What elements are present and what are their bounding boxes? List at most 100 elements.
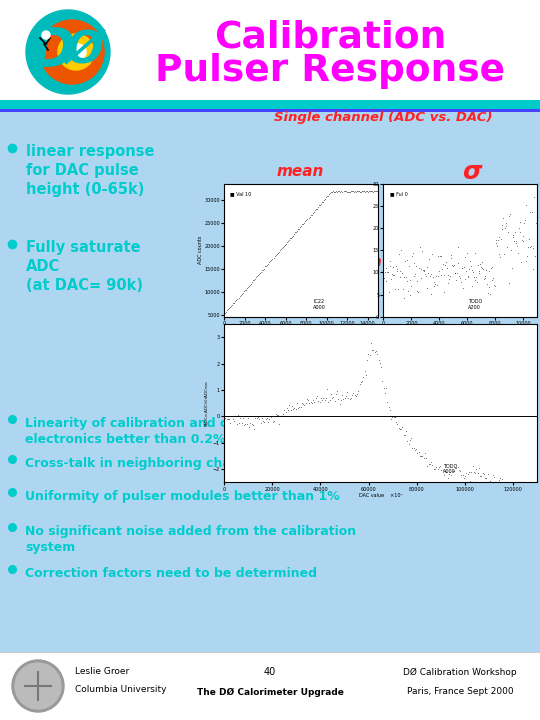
- Text: Deviation from linearity: Deviation from linearity: [307, 255, 494, 269]
- Text: 40: 40: [264, 667, 276, 677]
- Point: [294, 402, 302, 414]
- Point: [438, 464, 447, 476]
- Point: [501, 217, 510, 229]
- Point: [259, 415, 267, 427]
- Point: [242, 418, 251, 430]
- Point: [288, 400, 296, 412]
- Point: [242, 283, 251, 294]
- Point: [325, 395, 334, 406]
- Point: [503, 241, 511, 253]
- Point: [397, 244, 406, 256]
- Point: [224, 304, 233, 315]
- Point: [415, 242, 424, 253]
- Point: [453, 462, 462, 473]
- Point: [472, 464, 481, 475]
- Point: [510, 489, 518, 500]
- Point: [442, 262, 451, 274]
- Point: [433, 464, 442, 475]
- Point: [368, 344, 376, 356]
- Point: [510, 235, 518, 246]
- Point: [384, 286, 393, 297]
- Point: [379, 248, 388, 259]
- Point: [524, 233, 533, 245]
- Point: [470, 467, 478, 478]
- Point: [357, 186, 366, 197]
- Point: [269, 252, 278, 264]
- Point: [464, 467, 473, 478]
- Point: [343, 386, 352, 397]
- Point: [388, 261, 397, 273]
- Point: [364, 186, 373, 197]
- Point: [408, 247, 417, 258]
- Point: [258, 265, 267, 276]
- Point: [471, 467, 480, 479]
- Point: [241, 418, 250, 430]
- Point: [495, 231, 504, 243]
- Point: [258, 412, 266, 423]
- Point: [507, 244, 515, 256]
- Point: [393, 418, 402, 429]
- Point: [316, 392, 325, 404]
- Point: [360, 366, 369, 377]
- Point: [232, 418, 241, 429]
- Point: [435, 266, 443, 277]
- Point: [395, 423, 404, 435]
- Point: [251, 413, 260, 424]
- Point: [381, 387, 389, 399]
- Point: [247, 278, 255, 289]
- Point: [500, 482, 508, 493]
- Point: [255, 413, 264, 424]
- Circle shape: [58, 34, 94, 70]
- Point: [300, 217, 309, 228]
- Point: [264, 258, 273, 269]
- Point: [320, 395, 329, 406]
- Point: [487, 476, 496, 487]
- Point: [228, 413, 237, 425]
- Point: [481, 472, 490, 484]
- Point: [481, 271, 489, 282]
- Text: Cross-talk in neighboring channels < 1.5%: Cross-talk in neighboring channels < 1.5…: [25, 457, 322, 470]
- Point: [261, 414, 270, 426]
- Point: [417, 272, 426, 284]
- Point: [306, 210, 315, 221]
- Point: [459, 283, 468, 294]
- Point: [271, 250, 280, 261]
- Point: [239, 286, 248, 297]
- Point: [347, 185, 356, 197]
- Point: [360, 186, 368, 197]
- Point: [419, 266, 428, 277]
- Point: [296, 221, 305, 233]
- Point: [408, 251, 416, 262]
- Point: [423, 261, 432, 273]
- Point: [490, 281, 499, 292]
- Point: [432, 462, 441, 473]
- Point: [462, 265, 470, 276]
- Point: [372, 186, 381, 197]
- Point: [403, 435, 411, 446]
- Point: [395, 248, 403, 260]
- Point: [370, 186, 379, 197]
- Point: [352, 390, 360, 402]
- Point: [470, 274, 479, 285]
- Point: [395, 265, 404, 276]
- Point: [509, 229, 518, 240]
- Point: [335, 186, 344, 197]
- Point: [302, 214, 311, 225]
- Point: [440, 269, 448, 280]
- Point: [467, 261, 475, 272]
- Point: [528, 492, 536, 503]
- Point: [440, 469, 448, 480]
- Point: [380, 272, 388, 284]
- Point: [356, 377, 365, 388]
- Point: [389, 269, 398, 281]
- Point: [388, 411, 397, 423]
- Point: [350, 186, 359, 197]
- Point: [244, 412, 252, 423]
- Point: [245, 421, 253, 433]
- Point: [518, 235, 527, 247]
- Point: [426, 458, 434, 469]
- Text: better than 0.2%: better than 0.2%: [374, 405, 507, 419]
- Point: [526, 500, 535, 511]
- Point: [225, 413, 233, 424]
- Text: ■ Val 10: ■ Val 10: [230, 192, 252, 197]
